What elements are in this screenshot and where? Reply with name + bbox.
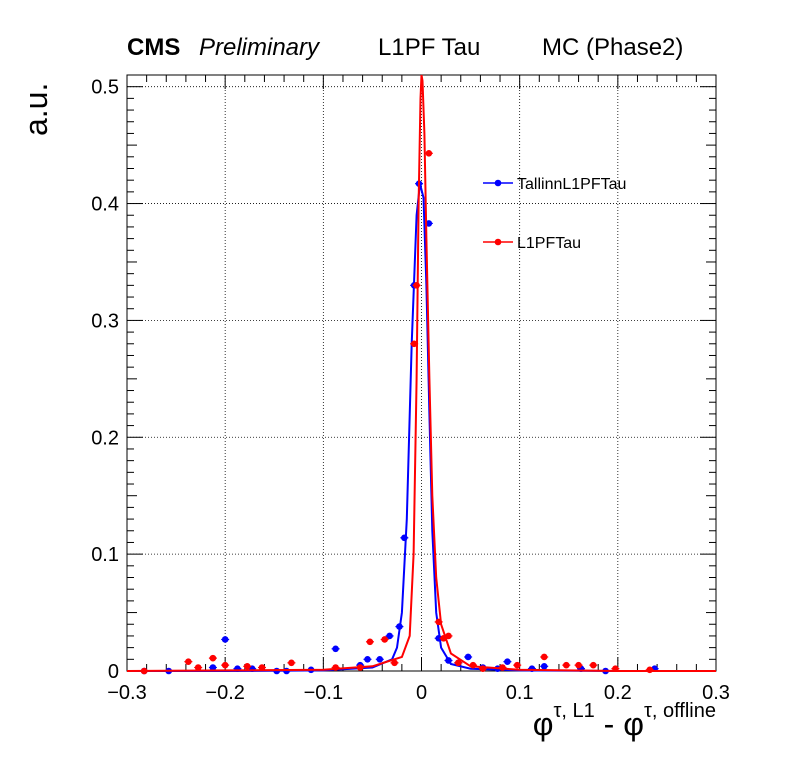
data-point	[209, 664, 217, 671]
data-point	[575, 661, 582, 669]
x-tick-label: −0.1	[304, 682, 343, 704]
preliminary-label: Preliminary	[199, 34, 320, 61]
data-point	[401, 534, 408, 542]
x-axis-label-sup2: τ, offline	[643, 700, 716, 722]
data-point	[185, 658, 192, 665]
x-tick-label: −0.2	[205, 682, 244, 704]
x-tick-label: 0.2	[604, 682, 632, 704]
y-tick-label: 0.2	[91, 427, 119, 449]
series-line	[126, 74, 716, 672]
data-point	[209, 654, 217, 662]
x-axis-label-base2: φ	[623, 706, 644, 742]
data-point	[562, 661, 570, 669]
data-point	[356, 664, 364, 671]
data-point	[440, 634, 447, 642]
data-point	[469, 661, 477, 669]
data-point	[366, 638, 374, 646]
data-point	[589, 661, 597, 669]
data-point	[455, 659, 462, 667]
x-tick-label: 0.3	[702, 682, 730, 704]
data-point	[445, 657, 452, 664]
legend-entry: TallinnL1PFTau	[517, 176, 626, 193]
data-point	[413, 282, 420, 289]
x-axis-label: φτ, L1 - φτ, offline	[533, 700, 716, 743]
data-point	[504, 658, 511, 665]
data-point	[646, 666, 654, 674]
legend-marker	[494, 179, 502, 187]
data-point	[364, 656, 371, 663]
data-point	[386, 632, 393, 640]
x-tick-label: 0.1	[506, 682, 534, 704]
data-point	[425, 149, 433, 157]
data-point	[258, 664, 266, 671]
data-point	[376, 656, 384, 663]
data-point	[410, 340, 418, 348]
x-axis-label-sup1: τ, L1	[553, 700, 595, 722]
data-point	[435, 634, 442, 642]
y-tick-label: 0.4	[91, 194, 119, 216]
data-point	[243, 663, 251, 670]
data-point	[221, 661, 229, 669]
legend-marker	[494, 238, 502, 246]
data-point	[513, 661, 521, 669]
data-point	[445, 632, 452, 640]
legend-entry: L1PFTau	[517, 235, 581, 252]
x-axis-label-sep: -	[594, 706, 624, 742]
data-point	[332, 645, 339, 653]
y-tick-label: 0.5	[91, 77, 119, 99]
data-point	[464, 653, 472, 661]
data-point	[479, 665, 487, 672]
data-point	[425, 220, 433, 227]
data-point	[391, 659, 398, 667]
data-point	[499, 664, 506, 671]
data-point	[612, 665, 619, 672]
x-tick-label: 0	[416, 682, 427, 704]
y-tick-label: 0	[108, 661, 119, 683]
x-axis-label-base: φ	[532, 706, 554, 742]
data-point	[540, 653, 548, 661]
data-point	[194, 664, 202, 671]
y-tick-label: 0.3	[91, 310, 119, 332]
cms-label: CMS	[127, 34, 181, 61]
data-point	[435, 618, 442, 626]
data-point	[540, 663, 548, 670]
data-point	[221, 636, 229, 643]
x-tick-label: −0.3	[107, 682, 146, 704]
data-point	[332, 664, 339, 671]
data-point	[396, 623, 403, 630]
data-point	[381, 636, 388, 643]
mc-phase2-label: MC (Phase2)	[542, 34, 684, 61]
y-tick-label: 0.1	[91, 544, 119, 566]
l1pf-tau-label: L1PF Tau	[378, 34, 481, 61]
data-point	[140, 667, 148, 675]
data-point	[288, 659, 295, 667]
